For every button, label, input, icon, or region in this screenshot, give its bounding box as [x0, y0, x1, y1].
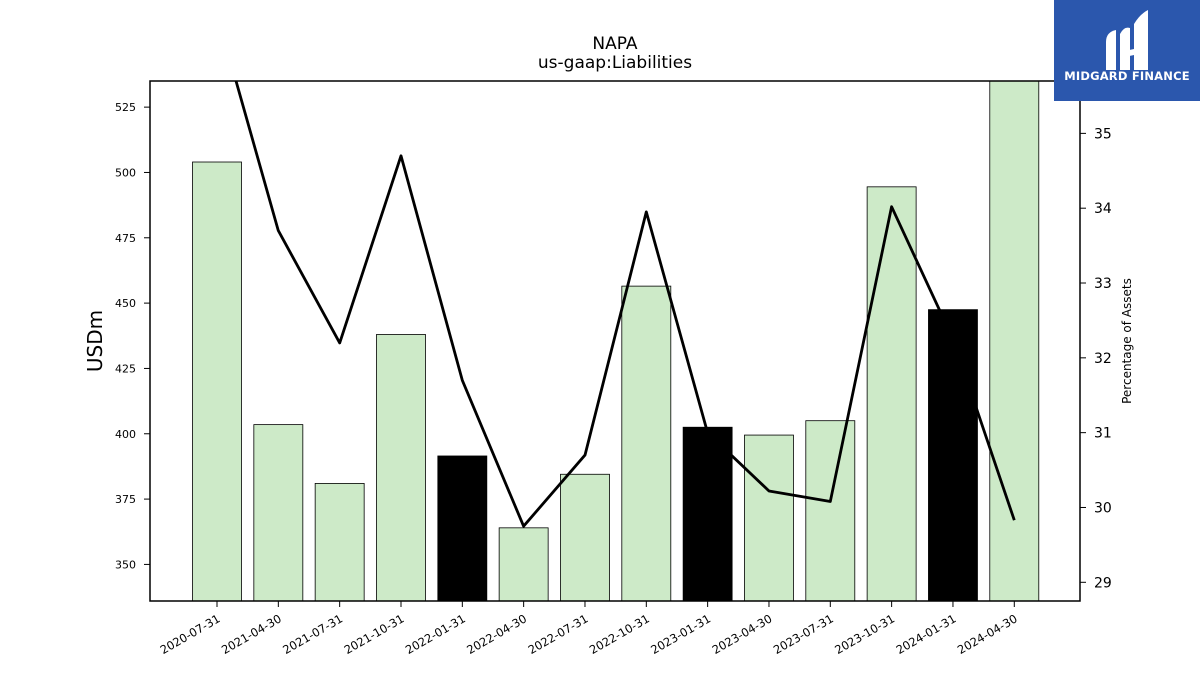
x-tick-label-2024-01-31: 2024-01-31	[894, 611, 959, 657]
bar-2023-10-31	[866, 186, 917, 602]
y2-tick-label-31: 31	[1094, 426, 1112, 442]
bar-2021-10-31	[376, 334, 426, 602]
plot-frame	[149, 80, 1081, 602]
bar-2023-04-30	[744, 434, 794, 602]
bar-2022-01-31	[437, 455, 488, 602]
y-tick-label-400: 400	[115, 428, 136, 441]
brand-logo: MIDGARD FINANCE	[1054, 0, 1200, 101]
logo-text: MIDGARD FINANCE	[1064, 69, 1190, 83]
y2-tick-label-30: 30	[1094, 500, 1112, 516]
x-tick-label-2023-10-31: 2023-10-31	[832, 611, 897, 657]
y-tick-label-375: 375	[115, 493, 136, 506]
x-tick-label-2023-04-30: 2023-04-30	[710, 611, 775, 657]
y2-tick-label-34: 34	[1094, 201, 1112, 217]
x-tick-label-2022-01-31: 2022-01-31	[403, 611, 468, 657]
y-tick-label-475: 475	[115, 232, 136, 245]
x-tick-label-2023-01-31: 2023-01-31	[648, 611, 713, 657]
chart-title: NAPA	[592, 34, 638, 54]
y2-tick-label-29: 29	[1094, 575, 1112, 591]
logo-mark-icon	[1106, 10, 1148, 71]
chart-subtitle: us-gaap:Liabilities	[538, 53, 692, 73]
bar-2024-04-30	[989, 80, 1040, 602]
x-tick-label-2022-07-31: 2022-07-31	[526, 611, 591, 657]
y2-axis-label: Percentage of Assets	[1120, 278, 1134, 404]
y-axis-label: USDm	[83, 310, 107, 372]
x-tick-label-2022-10-31: 2022-10-31	[587, 611, 652, 657]
y2-tick-label-33: 33	[1094, 276, 1112, 292]
y-tick-label-450: 450	[115, 297, 136, 310]
bar-2021-04-30	[253, 424, 304, 602]
x-tick-label-2024-04-30: 2024-04-30	[955, 611, 1020, 657]
y-tick-label-350: 350	[115, 558, 136, 571]
percentage-line	[234, 81, 1016, 528]
bar-2023-01-31	[682, 426, 733, 602]
x-tick-label-2021-10-31: 2021-10-31	[342, 611, 407, 657]
bar-2022-07-31	[560, 473, 610, 602]
x-tick-label-2022-04-30: 2022-04-30	[464, 611, 529, 657]
bar-2021-07-31	[314, 483, 365, 602]
x-tick-label-2023-07-31: 2023-07-31	[771, 611, 836, 657]
bar-2023-07-31	[805, 420, 856, 602]
x-tick-label-2021-07-31: 2021-07-31	[280, 611, 345, 657]
bar-2022-04-30	[498, 527, 549, 602]
y-tick-label-525: 525	[115, 101, 136, 114]
y-tick-label-500: 500	[115, 166, 136, 179]
bar-2022-10-31	[621, 285, 672, 602]
y2-tick-label-32: 32	[1094, 351, 1112, 367]
bar-2020-07-31	[192, 161, 242, 602]
y-tick-label-425: 425	[115, 362, 136, 375]
x-tick-label-2021-04-30: 2021-04-30	[219, 611, 284, 657]
bar-2024-01-31	[928, 309, 978, 602]
x-tick-label-2020-07-31: 2020-07-31	[158, 611, 223, 657]
y2-tick-label-35: 35	[1094, 126, 1112, 142]
